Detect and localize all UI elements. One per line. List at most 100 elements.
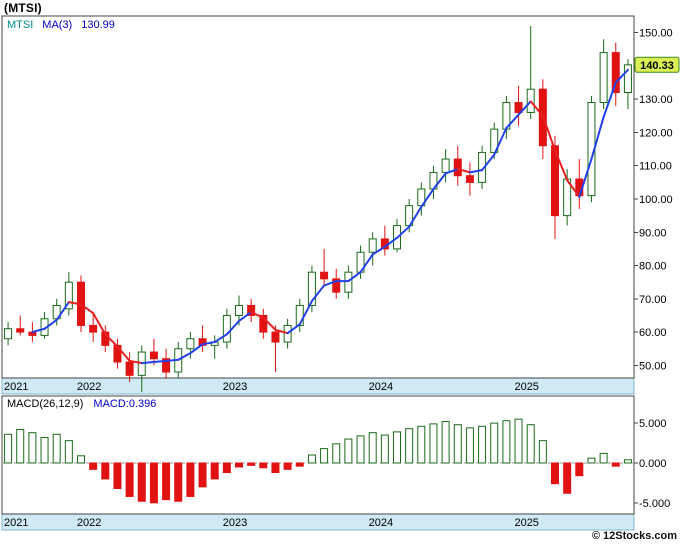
macd-bar (429, 423, 438, 464)
candle-body (599, 52, 608, 104)
ma3-segment (238, 311, 253, 322)
ma3-segment (177, 352, 192, 361)
macd-bar (247, 462, 256, 466)
ma3-segment (347, 271, 362, 283)
ma3-segment (359, 253, 374, 274)
copyright-link[interactable]: © 12Stocks.com (591, 530, 677, 542)
price-tick-label: 80.00 (639, 261, 667, 273)
candle-body (125, 361, 134, 376)
ma3-segment (189, 343, 204, 355)
candle-body (551, 145, 559, 217)
ma3-segment (408, 205, 423, 228)
ma3-segment (55, 301, 70, 321)
macd-bar (77, 455, 85, 464)
ma3-segment (225, 319, 240, 336)
main-legend: MTSI MA(3) 130.99 (7, 19, 124, 31)
ma3-segment (67, 301, 82, 306)
macd-bar (380, 434, 389, 464)
candle-body (453, 158, 462, 177)
year-tick-label: 2022 (77, 381, 101, 393)
macd-bar (235, 462, 243, 468)
ma3-segment (43, 318, 58, 330)
ma3-segment (213, 333, 228, 344)
price-tick-label: 110.00 (639, 161, 672, 173)
ma3-segment (310, 284, 326, 303)
candle-body (235, 304, 243, 316)
macd-bar (441, 421, 450, 464)
ma3-segment (274, 328, 289, 335)
candle-body (441, 158, 450, 173)
macd-label: MACD(26,12,9) (7, 398, 84, 410)
price-tick-label: 50.00 (639, 360, 667, 372)
macd-plot-frame (1, 395, 635, 515)
macd-bar (222, 462, 231, 474)
candle-body (222, 314, 231, 343)
legend-ma-label: MA(3) (42, 19, 73, 31)
macd-bar (101, 462, 110, 480)
macd-bar (307, 454, 316, 464)
ma3-segment (444, 168, 459, 175)
price-tick-label: 120.00 (639, 127, 673, 139)
ma3-segment (165, 358, 180, 362)
macd-bar (587, 457, 596, 464)
macd-bar (563, 462, 572, 494)
ma3-segment (92, 312, 107, 336)
candle-body (344, 271, 353, 293)
ma3-segment (286, 323, 301, 335)
candle-body (478, 151, 487, 183)
ma3-segment (323, 280, 338, 287)
macd-bar (478, 425, 487, 464)
ma3-segment (614, 68, 629, 84)
price-tick-label: 70.00 (639, 294, 667, 306)
candle-body (259, 314, 268, 333)
macd-bar (295, 462, 304, 467)
year-tick-label: 2024 (369, 517, 393, 529)
price-tick-label: 150.00 (639, 28, 673, 40)
ma3-segment (201, 341, 216, 346)
ma3-segment (517, 100, 532, 116)
candle-body (271, 331, 280, 343)
year-tick-label: 2021 (4, 517, 28, 529)
macd-bar (259, 462, 268, 469)
candle-body (320, 271, 329, 280)
legend-symbol: MTSI (7, 19, 34, 31)
macd-bar (393, 431, 401, 464)
macd-bar (210, 462, 219, 480)
last-price-badge-text: 140.33 (640, 60, 674, 72)
ma3-segment (505, 113, 520, 130)
macd-bar (186, 462, 195, 497)
candle-body (623, 64, 632, 94)
price-tick-label: 90.00 (639, 227, 667, 239)
year-tick-label: 2021 (4, 381, 28, 393)
ma3-segment (262, 316, 277, 331)
macd-bar (162, 462, 171, 501)
macd-histogram (4, 418, 632, 504)
ma3-segment (529, 100, 544, 117)
price-tick-label: 60.00 (639, 327, 667, 339)
macd-bar (405, 428, 414, 464)
ma3-segment (420, 188, 435, 208)
ma3-segment (554, 149, 569, 182)
macd-bar (526, 424, 535, 464)
ma3-segment (541, 114, 556, 152)
macd-axis: 5.000 0.000 -5.000 (634, 418, 670, 510)
macd-bar (368, 432, 377, 464)
macd-bar (623, 459, 632, 464)
macd-bar (16, 428, 25, 464)
ma3-segment (456, 168, 471, 174)
macd-bar (551, 462, 559, 485)
macd-bar (490, 422, 499, 464)
macd-bar (125, 462, 134, 497)
candle-body (514, 102, 523, 113)
macd-bar (453, 424, 462, 464)
candle-body (465, 175, 474, 183)
candle-body (149, 351, 158, 360)
macd-bar (28, 432, 37, 464)
macd-bar (89, 462, 98, 470)
macd-bar (599, 452, 608, 464)
macd-bar (4, 433, 13, 464)
macd-tick-label: 0.000 (639, 458, 667, 470)
legend-ma-value: 130.99 (81, 19, 115, 31)
